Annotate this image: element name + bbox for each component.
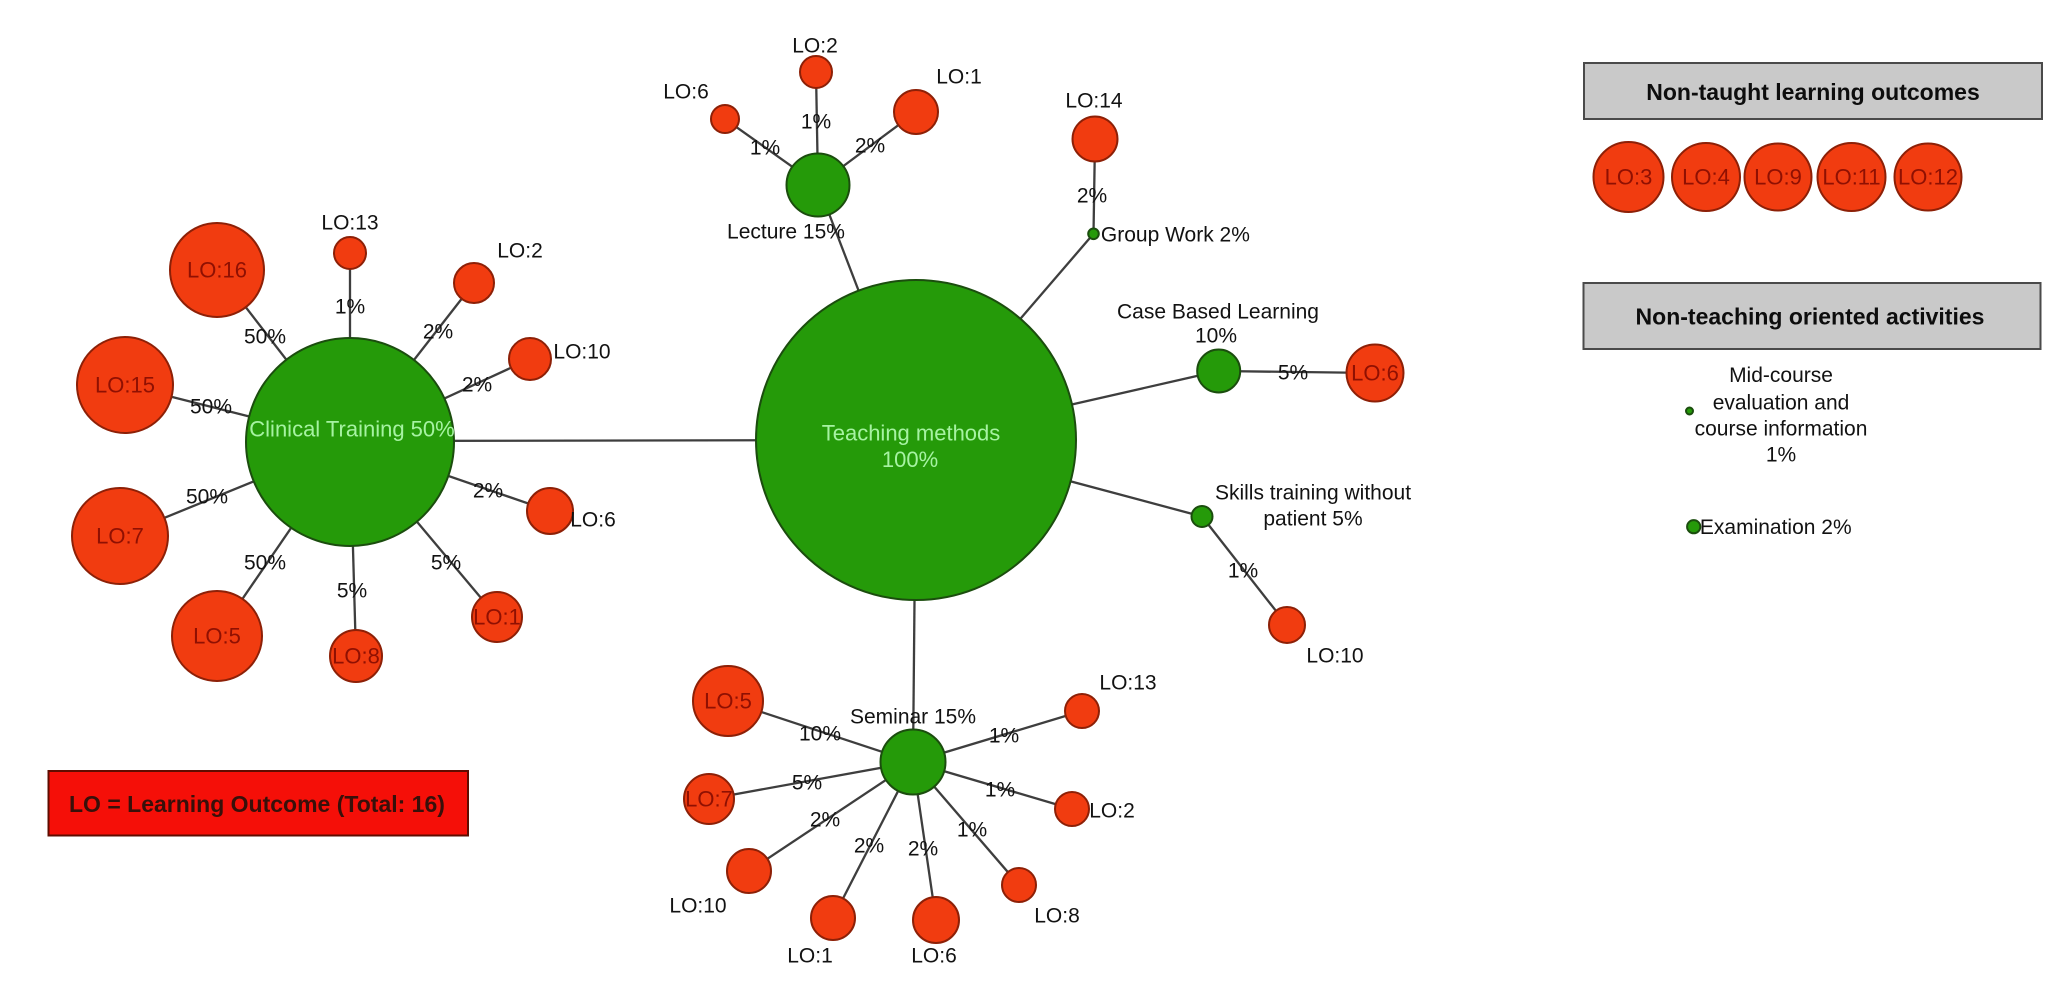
svg-text:LO:8: LO:8 (332, 644, 380, 669)
svg-text:LO:6: LO:6 (663, 81, 709, 104)
svg-text:LO:6: LO:6 (570, 509, 616, 532)
svg-text:50%: 50% (190, 396, 232, 419)
svg-text:1%: 1% (989, 725, 1019, 748)
svg-text:LO:8: LO:8 (1034, 905, 1080, 928)
svg-text:LO:13: LO:13 (321, 212, 378, 235)
svg-text:5%: 5% (431, 552, 461, 575)
svg-text:LO:4: LO:4 (1682, 165, 1730, 190)
svg-text:LO:7: LO:7 (96, 524, 144, 549)
svg-text:LO:10: LO:10 (669, 895, 726, 918)
svg-text:course information: course information (1695, 417, 1868, 440)
svg-text:10%: 10% (1195, 325, 1237, 348)
svg-text:1%: 1% (750, 137, 780, 160)
svg-text:1%: 1% (1766, 444, 1796, 467)
svg-text:2%: 2% (908, 838, 938, 861)
svg-text:1%: 1% (957, 819, 987, 842)
svg-text:LO:12: LO:12 (1898, 165, 1958, 190)
svg-text:2%: 2% (854, 835, 884, 858)
svg-text:LO:15: LO:15 (95, 373, 155, 398)
svg-text:evaluation and: evaluation and (1713, 391, 1850, 414)
svg-text:LO:1: LO:1 (473, 605, 521, 630)
svg-text:LO:1: LO:1 (936, 66, 982, 89)
svg-text:50%: 50% (244, 326, 286, 349)
svg-text:50%: 50% (244, 552, 286, 575)
svg-text:patient 5%: patient 5% (1263, 508, 1362, 531)
svg-text:1%: 1% (985, 779, 1015, 802)
svg-text:Teaching methods: Teaching methods (822, 420, 1001, 445)
svg-text:Seminar 15%: Seminar 15% (850, 706, 976, 729)
svg-text:2%: 2% (1077, 185, 1107, 208)
svg-text:Examination 2%: Examination 2% (1700, 516, 1852, 539)
svg-text:5%: 5% (792, 772, 822, 795)
svg-text:LO:3: LO:3 (1605, 165, 1653, 190)
svg-text:Clinical Training 50%: Clinical Training 50% (249, 416, 454, 441)
svg-text:LO:2: LO:2 (792, 35, 838, 58)
svg-text:1%: 1% (335, 296, 365, 319)
svg-text:Case Based Learning: Case Based Learning (1117, 301, 1319, 324)
svg-text:LO:6: LO:6 (911, 945, 957, 968)
svg-text:Group Work 2%: Group Work 2% (1101, 223, 1250, 246)
svg-text:LO:13: LO:13 (1099, 672, 1156, 695)
svg-text:50%: 50% (186, 486, 228, 509)
svg-text:2%: 2% (423, 321, 453, 344)
svg-text:Non-teaching oriented activiti: Non-teaching oriented activities (1636, 304, 1985, 330)
svg-text:100%: 100% (882, 447, 938, 472)
svg-text:LO:7: LO:7 (685, 787, 733, 812)
svg-text:Non-taught learning outcomes: Non-taught learning outcomes (1646, 79, 1980, 105)
svg-text:10%: 10% (799, 723, 841, 746)
svg-text:2%: 2% (855, 135, 885, 158)
svg-text:LO:16: LO:16 (187, 258, 247, 283)
svg-text:LO:2: LO:2 (1089, 800, 1135, 823)
svg-text:LO:6: LO:6 (1351, 361, 1399, 386)
svg-text:Lecture 15%: Lecture 15% (727, 221, 845, 244)
svg-text:LO:2: LO:2 (497, 240, 543, 263)
svg-text:2%: 2% (462, 374, 492, 397)
svg-text:LO:5: LO:5 (193, 624, 241, 649)
svg-text:LO:10: LO:10 (553, 341, 610, 364)
svg-text:2%: 2% (810, 809, 840, 832)
svg-text:LO:1: LO:1 (787, 945, 833, 968)
svg-text:Skills training without: Skills training without (1215, 482, 1411, 505)
svg-text:Mid-course: Mid-course (1729, 364, 1833, 387)
svg-text:LO:9: LO:9 (1754, 165, 1802, 190)
svg-text:LO:14: LO:14 (1065, 90, 1123, 113)
svg-text:1%: 1% (1228, 560, 1258, 583)
svg-text:2%: 2% (473, 480, 503, 503)
svg-text:1%: 1% (801, 111, 831, 134)
svg-text:5%: 5% (1278, 362, 1308, 385)
svg-text:LO = Learning Outcome (Total:: LO = Learning Outcome (Total: 16) (69, 791, 445, 817)
svg-text:LO:5: LO:5 (704, 689, 752, 714)
svg-text:5%: 5% (337, 580, 367, 603)
svg-text:LO:11: LO:11 (1822, 165, 1880, 190)
svg-text:LO:10: LO:10 (1306, 645, 1363, 668)
